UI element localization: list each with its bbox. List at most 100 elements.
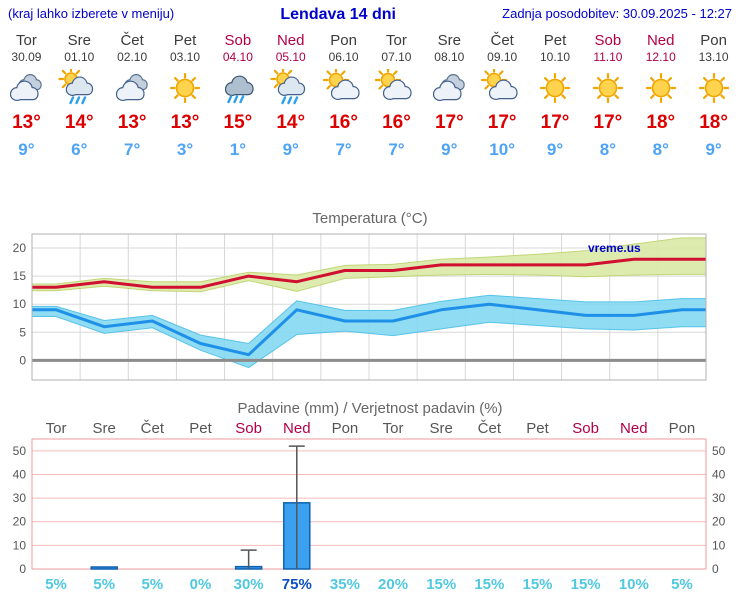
- high-temp: 15°: [223, 112, 253, 133]
- y-axis-tick-label-right: 40: [712, 467, 726, 481]
- day-date: 01.10: [64, 50, 95, 64]
- weather-icon-cloudy: [0, 69, 53, 111]
- day-name: Sob: [594, 32, 622, 49]
- precip-day-label: Ned: [620, 420, 648, 437]
- weather-icon-sunny: [159, 69, 212, 111]
- low-temp: 3°: [176, 140, 194, 159]
- day-column: Ned 05.10 14° 9°: [264, 32, 317, 160]
- watermark: vreme.us: [588, 241, 641, 255]
- day-name: Pet: [543, 32, 567, 49]
- precip-chart-title: Padavine (mm) / Verjetnost padavin (%): [237, 400, 503, 417]
- y-axis-tick-label: 5: [19, 325, 26, 339]
- precip-day-label: Tor: [383, 420, 404, 437]
- day-date: 10.10: [540, 50, 571, 64]
- weather-icon-sun-cloud: [317, 69, 370, 111]
- precip-probability: 10%: [619, 576, 649, 593]
- precip-day-label: Sre: [93, 420, 116, 437]
- y-axis-tick-label-left: 0: [19, 562, 26, 576]
- day-name: Tor: [16, 32, 37, 49]
- day-column: Tor 30.09 13° 9°: [0, 32, 53, 160]
- precip-probability: 75%: [282, 576, 312, 593]
- day-column: Pon 13.10 18° 9°: [687, 32, 740, 160]
- precip-probability: 30%: [234, 576, 264, 593]
- high-temp: 14°: [64, 112, 94, 133]
- precip-day-label: Ned: [283, 420, 311, 437]
- page-title: Lendava 14 dni: [280, 6, 396, 23]
- day-date: 08.10: [434, 50, 465, 64]
- low-temp: 10°: [489, 140, 516, 159]
- y-axis-tick-label-left: 10: [13, 538, 27, 552]
- day-name: Pon: [330, 32, 357, 49]
- temp-chart-title: Temperatura (°C): [312, 210, 428, 227]
- last-updated: Zadnja posodobitev: 30.09.2025 - 12:27: [502, 6, 732, 21]
- day-name: Sre: [67, 32, 91, 49]
- precip-day-label: Tor: [46, 420, 67, 437]
- low-temp: 7°: [124, 140, 141, 159]
- day-name: Ned: [646, 32, 675, 49]
- weather-icon-rain: [211, 69, 264, 111]
- low-temp: 7°: [335, 140, 352, 159]
- temperature-chart: 0 5 10 15 20 vreme.us: [13, 233, 707, 381]
- day-column: Pon 06.10 16° 7°: [317, 32, 370, 160]
- low-temp: 9°: [282, 140, 299, 159]
- day-date: 07.10: [381, 50, 412, 64]
- precip-day-label: Pon: [332, 420, 359, 437]
- day-column: Čet 02.10 13° 7°: [106, 32, 159, 160]
- day-name: Pon: [700, 32, 727, 49]
- precip-probability: 15%: [426, 576, 456, 593]
- y-axis-tick-label-right: 30: [712, 491, 726, 505]
- precipitation-bar: [90, 566, 118, 570]
- weather-icon-sunny: [687, 69, 740, 111]
- high-temp: 18°: [699, 112, 728, 133]
- y-axis-tick-label-left: 50: [13, 444, 27, 458]
- day-date: 02.10: [117, 50, 148, 64]
- day-name: Čet: [490, 32, 514, 49]
- high-temp: 16°: [382, 112, 411, 133]
- weather-icon-cloudy: [106, 69, 159, 111]
- high-temp: 16°: [329, 112, 358, 133]
- precipitation-chart: Tor Sre Čet Pet Sob Ned Pon Tor Sre Čet Pet Sob Ned P…: [13, 420, 726, 593]
- day-column: Sre 08.10 17° 9°: [423, 32, 476, 160]
- day-date: 09.10: [487, 50, 518, 64]
- precip-probability: 5%: [93, 576, 115, 593]
- y-axis-tick-label: 15: [13, 269, 27, 283]
- plot-border: [31, 438, 707, 570]
- precip-day-label: Pet: [189, 420, 212, 437]
- high-temp: 17°: [487, 112, 517, 133]
- weather-icon-sunny: [634, 69, 687, 111]
- day-column: Pet 03.10 13° 3°: [159, 32, 212, 160]
- precip-probability: 15%: [522, 576, 552, 593]
- day-name: Pet: [173, 32, 197, 49]
- low-temp: 7°: [388, 140, 405, 159]
- high-temp: 13°: [170, 112, 200, 133]
- weather-icon-sun-cloud: [370, 69, 423, 111]
- y-axis-tick-label-left: 30: [13, 491, 27, 505]
- min-temp-line: [32, 302, 706, 357]
- day-column: Sob 11.10 17° 8°: [581, 32, 634, 160]
- y-axis-tick-label: 0: [19, 353, 26, 367]
- precip-day-label: Sob: [235, 420, 262, 437]
- menu-hint[interactable]: (kraj lahko izberete v meniju): [8, 6, 175, 21]
- day-date: 04.10: [222, 50, 253, 64]
- day-date: 06.10: [328, 50, 359, 64]
- y-axis-tick-label-right: 10: [712, 538, 726, 552]
- precip-probability: 15%: [474, 576, 504, 593]
- precip-probability: 5%: [671, 576, 693, 593]
- low-temp: 9°: [546, 140, 564, 159]
- day-name: Sre: [437, 32, 461, 49]
- y-axis-tick-label-right: 20: [712, 515, 726, 529]
- y-axis-tick-label-right: 50: [712, 444, 726, 458]
- weather-icon-sun-cloud-rain: [53, 69, 106, 111]
- precip-day-label: Pon: [669, 420, 696, 437]
- high-temp: 17°: [593, 112, 623, 133]
- precip-probability: 0%: [190, 576, 212, 593]
- precip-probability: 20%: [378, 576, 408, 593]
- low-temp: 8°: [599, 140, 617, 159]
- high-temp: 13°: [117, 112, 147, 133]
- low-temp: 1°: [229, 140, 246, 159]
- day-date: 11.10: [593, 50, 623, 64]
- precip-day-label: Čet: [478, 420, 502, 437]
- day-column: Sob 04.10 15° 1°: [211, 32, 264, 160]
- day-column: Pet 10.10 17° 9°: [529, 32, 582, 160]
- high-temp: 17°: [540, 112, 570, 133]
